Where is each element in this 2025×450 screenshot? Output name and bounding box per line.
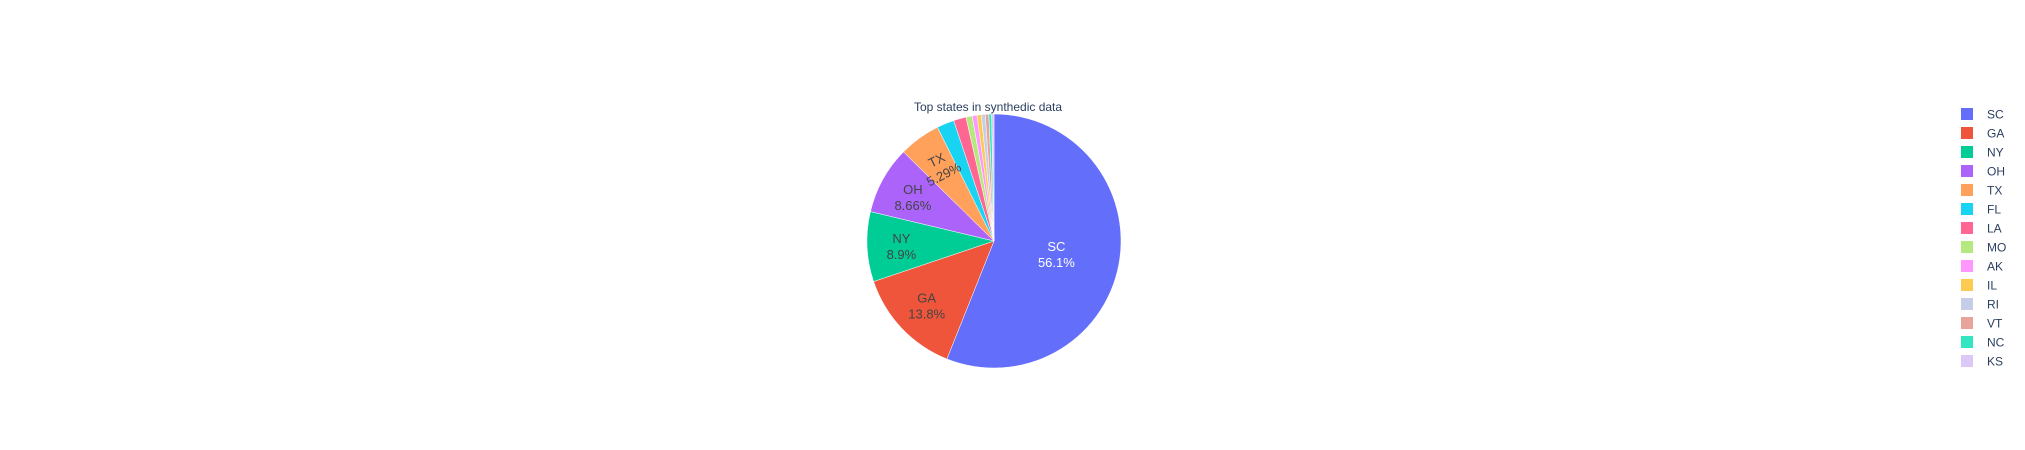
pie-slice-ks[interactable] bbox=[991, 113, 995, 242]
legend-label: FL bbox=[1987, 203, 2001, 217]
legend-item-ga[interactable]: GA bbox=[1961, 127, 2004, 141]
legend-item-ks[interactable]: KS bbox=[1961, 355, 2003, 369]
legend-label: RI bbox=[1987, 298, 1999, 312]
legend-swatch bbox=[1961, 336, 1973, 348]
legend-swatch bbox=[1961, 260, 1973, 272]
legend-item-ny[interactable]: NY bbox=[1961, 146, 2004, 160]
pie-slices bbox=[866, 113, 1122, 369]
legend-swatch bbox=[1961, 241, 1973, 253]
slice-label-ga: GA 13.8% bbox=[908, 291, 945, 322]
legend-item-ri[interactable]: RI bbox=[1961, 298, 1999, 312]
legend-label: AK bbox=[1987, 260, 2003, 274]
legend-swatch bbox=[1961, 298, 1973, 310]
legend-swatch bbox=[1961, 146, 1973, 158]
legend-item-nc[interactable]: NC bbox=[1961, 336, 2005, 350]
pie-slice-sc[interactable] bbox=[946, 113, 1122, 369]
legend-swatch bbox=[1961, 355, 1973, 367]
legend-item-sc[interactable]: SC bbox=[1961, 108, 2004, 122]
legend-item-tx[interactable]: TX bbox=[1961, 184, 2002, 198]
legend-item-vt[interactable]: VT bbox=[1961, 317, 2003, 331]
slice-label-ny: NY 8.9% bbox=[887, 231, 917, 262]
legend-swatch bbox=[1961, 222, 1973, 234]
slice-label-oh: OH 8.66% bbox=[894, 182, 931, 213]
legend-label: TX bbox=[1987, 184, 2002, 198]
legend-item-fl[interactable]: FL bbox=[1961, 203, 2001, 217]
slice-label-sc: SC 56.1% bbox=[1038, 239, 1075, 270]
legend-swatch bbox=[1961, 279, 1973, 291]
legend-label: LA bbox=[1987, 222, 2002, 236]
legend-item-la[interactable]: LA bbox=[1961, 222, 2002, 236]
legend-label: KS bbox=[1987, 355, 2003, 369]
legend-swatch bbox=[1961, 165, 1973, 177]
legend-label: GA bbox=[1987, 127, 2004, 141]
legend-swatch bbox=[1961, 108, 1973, 120]
legend-label: NY bbox=[1987, 146, 2004, 160]
legend-label: SC bbox=[1987, 108, 2004, 122]
legend-label: OH bbox=[1987, 165, 2005, 179]
legend-item-mo[interactable]: MO bbox=[1961, 241, 2006, 255]
pie-slice-ga[interactable] bbox=[873, 240, 995, 360]
legend-label: MO bbox=[1987, 241, 2006, 255]
legend-swatch bbox=[1961, 127, 1973, 139]
legend-item-il[interactable]: IL bbox=[1961, 279, 1997, 293]
legend-label: VT bbox=[1987, 317, 2003, 331]
legend: SC GA NY OH TX FL LA MO AK IL RI VT NC KS bbox=[1961, 108, 2006, 369]
legend-label: NC bbox=[1987, 336, 2005, 350]
legend-swatch bbox=[1961, 317, 1973, 329]
legend-swatch bbox=[1961, 203, 1973, 215]
legend-label: IL bbox=[1987, 279, 1997, 293]
chart-title: Top states in synthedic data bbox=[914, 100, 1062, 114]
legend-swatch bbox=[1961, 184, 1973, 196]
legend-item-oh[interactable]: OH bbox=[1961, 165, 2005, 179]
legend-item-ak[interactable]: AK bbox=[1961, 260, 2003, 274]
